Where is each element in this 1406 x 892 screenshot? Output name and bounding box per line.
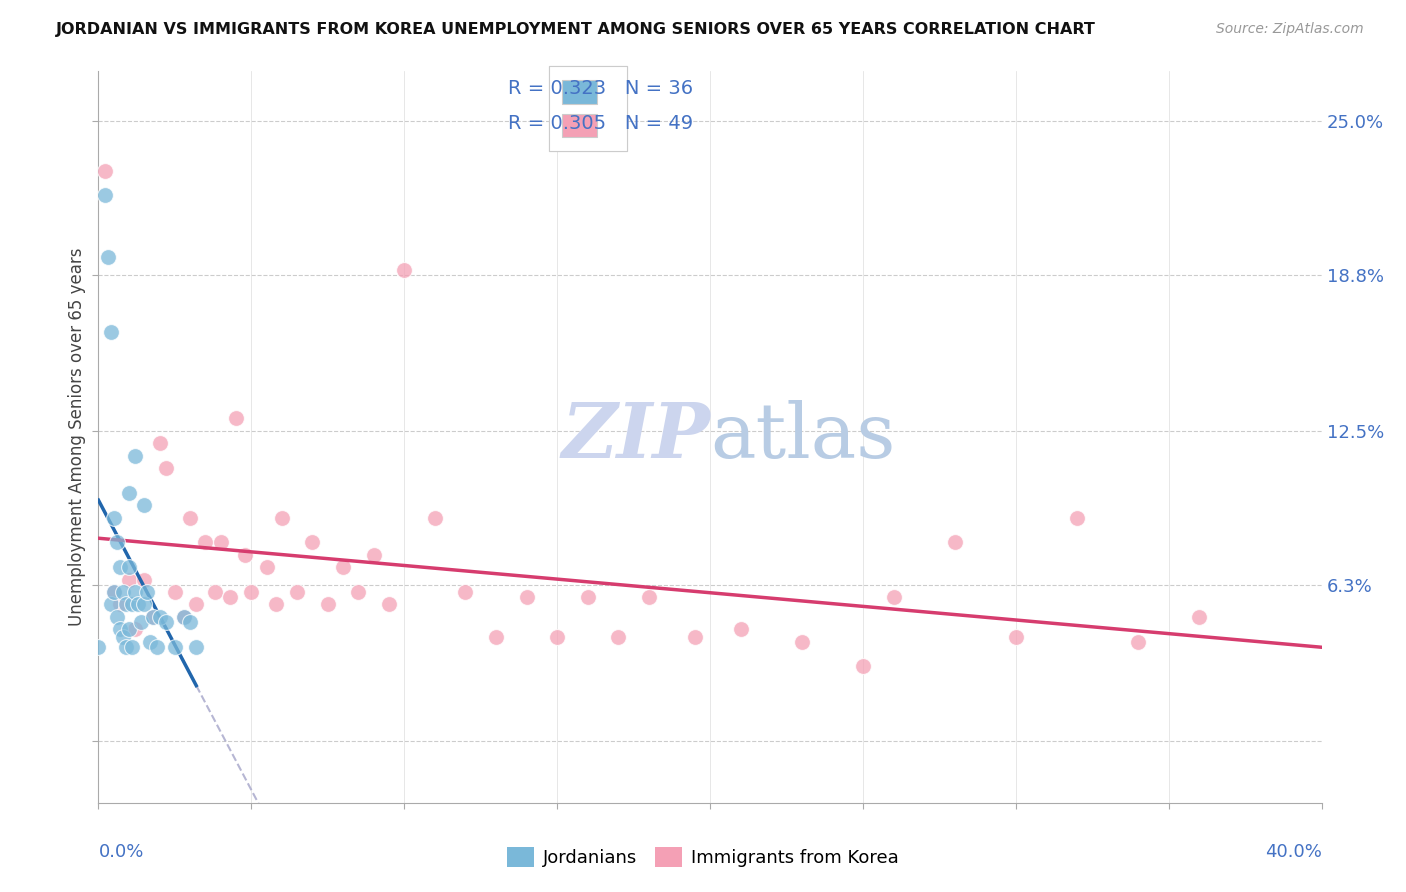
- Text: JORDANIAN VS IMMIGRANTS FROM KOREA UNEMPLOYMENT AMONG SENIORS OVER 65 YEARS CORR: JORDANIAN VS IMMIGRANTS FROM KOREA UNEMP…: [56, 22, 1097, 37]
- Point: [423, 510, 446, 524]
- Point: [124, 622, 146, 636]
- Point: [121, 640, 143, 654]
- Point: [240, 585, 263, 599]
- Point: [149, 610, 172, 624]
- Point: [179, 510, 201, 524]
- Point: [108, 598, 131, 612]
- Point: [219, 590, 242, 604]
- Point: [118, 573, 141, 587]
- Point: [607, 630, 630, 644]
- Point: [683, 630, 706, 644]
- Point: [730, 622, 752, 636]
- Point: [204, 585, 226, 599]
- Point: [103, 585, 125, 599]
- Point: [852, 659, 875, 673]
- Point: [97, 250, 120, 264]
- Point: [264, 598, 287, 612]
- Point: [173, 610, 195, 624]
- Point: [115, 640, 138, 654]
- Point: [134, 498, 156, 512]
- Point: [256, 560, 278, 574]
- Point: [155, 615, 177, 629]
- Point: [179, 615, 201, 629]
- Point: [136, 585, 159, 599]
- Point: [103, 510, 125, 524]
- Point: [134, 598, 156, 612]
- Point: [301, 535, 323, 549]
- Text: Source: ZipAtlas.com: Source: ZipAtlas.com: [1216, 22, 1364, 37]
- Point: [943, 535, 966, 549]
- Point: [790, 634, 813, 648]
- Point: [100, 325, 122, 339]
- Text: ZIP: ZIP: [561, 401, 710, 474]
- Point: [118, 560, 141, 574]
- Point: [347, 585, 370, 599]
- Text: atlas: atlas: [710, 401, 896, 474]
- Point: [100, 598, 122, 612]
- Point: [124, 585, 146, 599]
- Point: [1188, 610, 1211, 624]
- Point: [233, 548, 256, 562]
- Point: [316, 598, 339, 612]
- Point: [454, 585, 477, 599]
- Text: 40.0%: 40.0%: [1265, 843, 1322, 861]
- Point: [173, 610, 195, 624]
- Point: [546, 630, 568, 644]
- Point: [118, 622, 141, 636]
- Point: [332, 560, 354, 574]
- Point: [118, 486, 141, 500]
- Point: [155, 461, 177, 475]
- Point: [108, 622, 131, 636]
- Point: [516, 590, 538, 604]
- Point: [105, 610, 128, 624]
- Point: [105, 535, 128, 549]
- Text: R = 0.323   N = 36: R = 0.323 N = 36: [508, 78, 693, 98]
- Point: [149, 436, 172, 450]
- Point: [142, 610, 165, 624]
- Point: [111, 630, 134, 644]
- Point: [127, 598, 149, 612]
- Point: [1128, 634, 1150, 648]
- Point: [1066, 510, 1088, 524]
- Point: [121, 598, 143, 612]
- Point: [129, 615, 152, 629]
- Point: [1004, 630, 1026, 644]
- Point: [576, 590, 599, 604]
- Point: [270, 510, 292, 524]
- Point: [93, 188, 115, 202]
- Point: [163, 640, 186, 654]
- Point: [93, 163, 115, 178]
- Point: [194, 535, 217, 549]
- Point: [285, 585, 308, 599]
- Legend: , : ,: [548, 66, 627, 151]
- Point: [139, 634, 162, 648]
- Point: [392, 262, 416, 277]
- Point: [145, 640, 167, 654]
- Point: [124, 449, 146, 463]
- Text: R = 0.305   N = 49: R = 0.305 N = 49: [508, 114, 693, 133]
- Point: [163, 585, 186, 599]
- Point: [108, 560, 131, 574]
- Point: [103, 585, 125, 599]
- Point: [186, 640, 208, 654]
- Point: [485, 630, 508, 644]
- Point: [209, 535, 232, 549]
- Legend: Jordanians, Immigrants from Korea: Jordanians, Immigrants from Korea: [499, 839, 907, 874]
- Point: [637, 590, 661, 604]
- Point: [134, 573, 156, 587]
- Point: [378, 598, 401, 612]
- Point: [87, 640, 110, 654]
- Text: 0.0%: 0.0%: [98, 843, 143, 861]
- Point: [225, 411, 247, 425]
- Point: [363, 548, 385, 562]
- Point: [883, 590, 905, 604]
- Point: [111, 585, 134, 599]
- Point: [186, 598, 208, 612]
- Point: [142, 610, 165, 624]
- Y-axis label: Unemployment Among Seniors over 65 years: Unemployment Among Seniors over 65 years: [67, 248, 86, 626]
- Point: [115, 598, 138, 612]
